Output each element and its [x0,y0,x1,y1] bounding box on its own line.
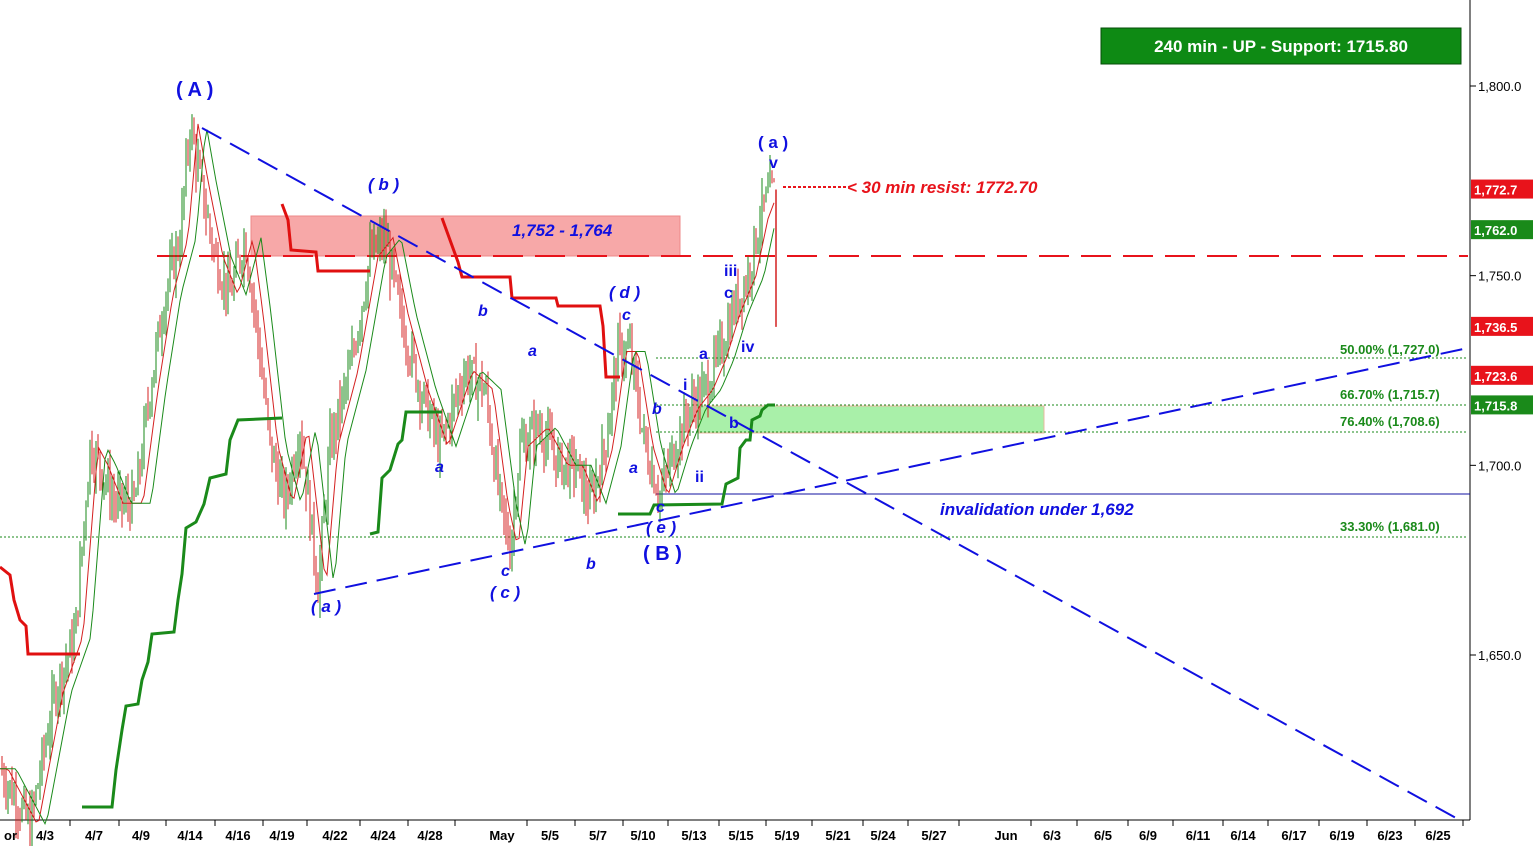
x-tick-label: Jun [994,828,1017,843]
green-trailing-stop [82,403,775,809]
x-tick-label: 5/5 [541,828,559,843]
y-tick-label: 1,650.0 [1478,648,1521,663]
fib-label-333: 33.30% (1,681.0) [1340,519,1440,534]
wave-label-B: ( B ) [643,543,682,565]
x-tick-label: 5/19 [774,828,799,843]
price-bars [0,114,777,848]
wave-label-i: i [683,377,687,394]
wave-label-e-minor: ( e ) [646,518,677,537]
wave-label-b-minor: ( b ) [368,175,399,194]
wave-label-a4: a [699,346,708,363]
wave-label-iv: iv [741,339,754,356]
wave-label-b3: b [652,401,662,418]
indicator-lines [0,203,775,809]
support-zone [698,405,1045,434]
y-tick-label: 1,750.0 [1478,269,1521,284]
x-tick-label: 6/17 [1281,828,1306,843]
y-tick-label: 1,700.0 [1478,458,1521,473]
red-trailing-stop [0,203,620,656]
wave-label-a-new: ( a ) [758,133,788,152]
wave-label-b2: b [586,556,596,573]
title-text: 240 min - UP - Support: 1715.80 [1154,37,1408,56]
x-tick-label: May [489,828,515,843]
wave-label-ii: ii [695,469,704,486]
wave-label-b4: b [729,415,739,432]
wave-label-b1: b [478,303,488,320]
wave-label-a3: a [629,460,638,477]
wave-label-v: v [769,155,778,172]
wave-label-c1: c [501,563,510,580]
x-tick-label: 5/21 [825,828,850,843]
wave-labels: ( A ) ( B ) ( a ) ( b ) ( c ) ( d ) ( e … [176,79,788,616]
x-tick-label: 5/13 [681,828,706,843]
price-tag-label: 1,762.0 [1474,223,1517,238]
x-tick-label: 6/11 [1186,828,1211,843]
fib-label-50: 50.00% (1,727.0) [1340,342,1440,357]
price-tag-box [1471,365,1533,385]
x-tick-label: 4/7 [85,828,103,843]
x-tick-label: 6/14 [1230,828,1256,843]
wave-label-c-minor: ( c ) [490,583,521,602]
x-tick-label: 6/3 [1043,828,1061,843]
x-tick-label: 6/23 [1377,828,1402,843]
price-tag-label: 1,715.8 [1474,398,1517,413]
price-tag-label: 1,736.5 [1474,320,1517,335]
x-tick-label: 5/15 [728,828,753,843]
price-tag-box [1471,395,1533,415]
x-tick-label: 4/16 [225,828,250,843]
invalidation-label: invalidation under 1,692 [940,500,1134,519]
x-tick-label: 6/19 [1329,828,1354,843]
ma-fast [0,123,775,823]
price-tags: 1,772.7 1,762.0 1,736.5 1,723.6 1,715.8 [1471,179,1533,415]
wave-label-c3: c [656,499,665,516]
x-tick-label: or [4,828,17,843]
x-tick-label: 5/10 [630,828,655,843]
x-tick-label: 4/24 [370,828,396,843]
x-tick-label: 5/27 [921,828,946,843]
x-tick-label: 5/7 [589,828,607,843]
wave-label-d-minor: ( d ) [609,283,640,302]
fib-label-764: 76.40% (1,708.6) [1340,414,1440,429]
x-tick-label: 6/9 [1139,828,1157,843]
resistance-zone-label: 1,752 - 1,764 [512,221,613,240]
wave-label-a1: a [435,459,444,476]
wave-label-A: ( A ) [176,79,213,101]
x-tick-label: 4/22 [322,828,347,843]
resist-note: < 30 min resist: 1772.70 [847,178,1038,197]
x-tick-label: 6/5 [1094,828,1112,843]
x-tick-label: 4/14 [177,828,203,843]
x-tick-label: 4/3 [36,828,54,843]
wave-label-iii: iii [724,263,737,280]
price-tag-label: 1,723.6 [1474,369,1517,384]
ma-slow [0,129,775,826]
price-tag-label: 1,772.7 [1474,183,1517,198]
fib-label-667: 66.70% (1,715.7) [1340,387,1440,402]
price-tag-box [1471,179,1533,199]
y-axis-ticks: 1,800.0 1,750.0 1,700.0 1,650.0 [1470,79,1521,663]
wave-label-a2: a [528,343,537,360]
x-tick-label: 4/28 [417,828,442,843]
wave-label-c2: c [622,307,631,324]
x-tick-label: 4/19 [269,828,294,843]
upper-trendline [201,127,1457,819]
x-tick-label: 6/25 [1425,828,1450,843]
x-tick-label: 4/9 [132,828,150,843]
x-tick-label: 5/24 [870,828,896,843]
x-axis-ticks: or 4/3 4/7 4/9 4/14 4/16 4/19 4/22 4/24 4/28 May 5/… [4,820,1464,843]
y-tick-label: 1,800.0 [1478,79,1521,94]
lower-trendline [313,347,1469,595]
wave-label-c4: c [724,285,733,302]
wave-label-a-minor: ( a ) [311,597,342,616]
resistance-zone [250,215,681,257]
title-box [1100,27,1462,65]
price-tag-box [1471,220,1533,240]
price-tag-box [1471,316,1533,336]
